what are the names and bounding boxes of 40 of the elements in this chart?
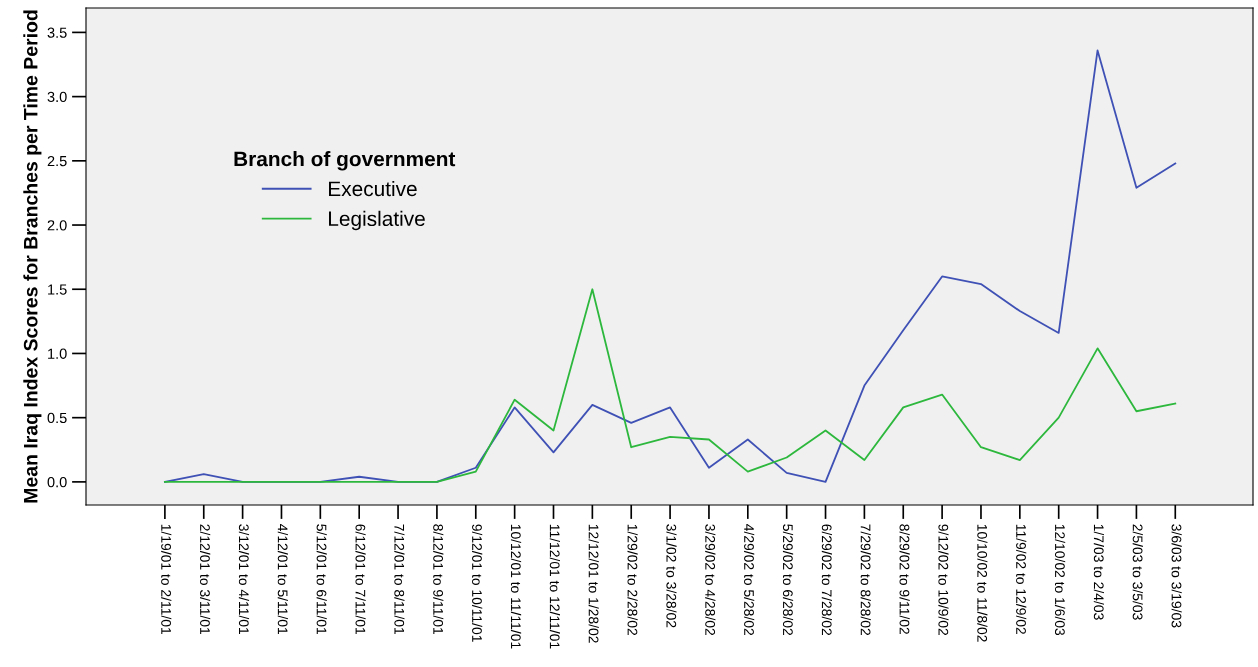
y-tick-label: 0.5 (47, 412, 67, 424)
x-tick-label: 3/6/03 to 3/19/03 (1171, 524, 1182, 628)
x-tick-label: 5/12/01 to 6/11/01 (316, 524, 327, 635)
x-tick-label: 4/29/02 to 5/28/02 (744, 524, 755, 636)
x-tick-label: 2/12/01 to 3/11/01 (200, 524, 211, 635)
y-axis-title: Mean Iraq Index Scores for Branches per Time Period (23, 10, 42, 503)
x-tick-label: 3/1/02 to 3/28/02 (666, 524, 677, 628)
legend-label: Executive (329, 180, 417, 197)
y-tick-label: 0.0 (47, 476, 67, 488)
y-tick-label: 1.5 (48, 284, 67, 295)
legend-title: Branch of government (234, 151, 456, 171)
line-series (163, 288, 1177, 483)
x-tick-label: 9/12/01 to 10/11/01 (472, 524, 483, 642)
x-tick-label: 6/29/02 to 7/28/02 (821, 524, 832, 636)
x-tick-label: 3/12/01 to 4/11/01 (238, 524, 250, 635)
x-tick-label: 12/12/01 to 1/28/02 (588, 524, 599, 643)
x-tick-label: 8/12/01 to 9/11/01 (433, 524, 444, 635)
x-tick-label: 11/12/01 to 12/11/01 (549, 524, 560, 649)
x-tick-label: 10/12/01 to 11/11/01 (510, 524, 522, 649)
x-tick-label: 1/29/02 to 2/28/02 (627, 524, 638, 636)
x-tick-label: 6/12/01 to 7/11/01 (355, 524, 366, 635)
legend-label: Legislative (329, 210, 425, 231)
y-tick-label: 1.0 (48, 348, 67, 359)
y-tick-label: 3.0 (47, 91, 67, 103)
y-tick-label: 2.0 (47, 220, 67, 231)
y-tick-label: 3.5 (47, 27, 67, 38)
x-tick-label: 10/10/02 to 11/8/02 (977, 524, 988, 642)
x-tick-label: 9/12/02 to 10/9/02 (938, 524, 949, 636)
x-tick-label: 5/29/02 to 6/28/02 (782, 524, 794, 636)
x-tick-label: 1/7/03 to 2/4/03 (1093, 524, 1105, 620)
x-tick-label: 12/10/02 to 1/6/03 (1054, 524, 1066, 636)
x-tick-label: 7/29/02 to 8/28/02 (860, 524, 871, 636)
x-tick-label: 8/29/02 to 9/11/02 (899, 524, 910, 635)
x-tick-label: 11/9/02 to 12/9/02 (1016, 524, 1027, 635)
y-tick-label: 2.5 (47, 155, 67, 167)
x-tick-label: 3/29/02 to 4/28/02 (705, 524, 716, 636)
x-tick-label: 1/19/01 to 2/11/01 (161, 524, 172, 635)
x-tick-label: 2/5/03 to 3/5/03 (1132, 524, 1143, 620)
x-tick-label: 4/12/01 to 5/11/01 (277, 524, 288, 635)
x-tick-label: 7/12/01 to 8/11/01 (394, 524, 405, 635)
